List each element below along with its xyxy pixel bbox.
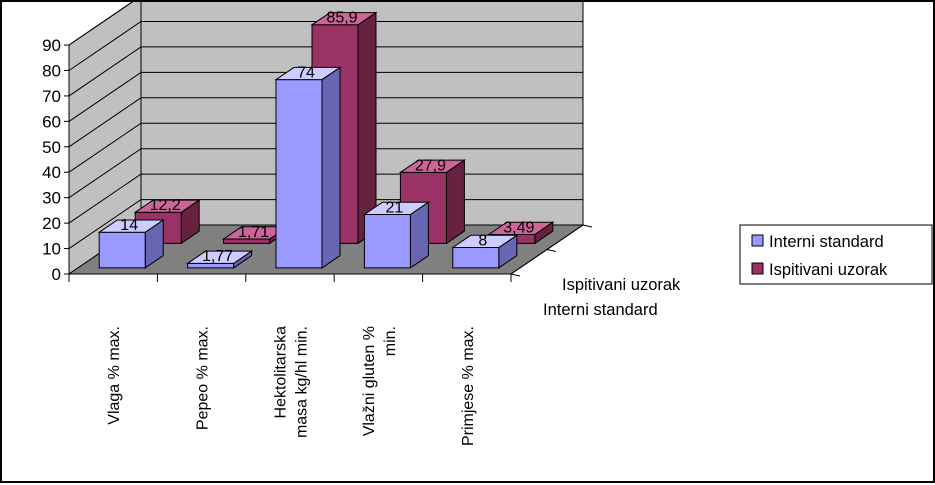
y-tick-label: 80 [42, 61, 61, 80]
legend-label-interni: Interni standard [769, 233, 884, 251]
category-label: Primjese % max. [460, 326, 477, 446]
bar-top [451, 234, 519, 248]
category-label: Vlaga % max. [106, 326, 123, 425]
bars [97, 11, 555, 269]
depth-label-front: Interni standard [543, 301, 658, 319]
bar-top [362, 201, 431, 215]
data-label: 8 [478, 232, 487, 249]
bar-interni-1 [185, 250, 254, 269]
y-tick-label: 60 [42, 112, 61, 131]
y-tick-label: 50 [42, 138, 61, 157]
bar-top [310, 12, 378, 26]
bar-top [274, 66, 342, 81]
depth-label-back: Ispitivani uzorak [562, 276, 681, 294]
y-tick-label: 40 [42, 163, 61, 182]
legend: Interni standard Ispitivani uzorak [739, 224, 933, 285]
legend-box [739, 224, 933, 285]
category-label: Vlažni gluten % min. [361, 326, 399, 436]
category-label: Hektolitarska masa kg/hl min. [273, 326, 311, 438]
y-tick-labels: 0 10 20 30 40 50 60 70 80 90 [42, 36, 61, 284]
y-tick-label: 0 [52, 265, 61, 284]
gridline [68, 97, 583, 148]
gridline [68, 71, 583, 122]
data-label: 1,77 [202, 248, 233, 265]
bar-interni-3 [362, 201, 431, 269]
gridline [68, 21, 583, 71]
gridline [68, 2, 134, 46]
bar-top [185, 250, 254, 264]
depth-axis-labels: Ispitivani uzorak Interni standard [543, 276, 681, 319]
bar-top [97, 219, 165, 233]
legend-label-ispitivani: Ispitivani uzorak [769, 261, 888, 279]
legend-swatch-ispitivani [751, 262, 764, 275]
depth-tick-mark [582, 224, 593, 228]
chart-axes [64, 44, 593, 282]
data-label: 1,71 [238, 224, 269, 241]
grid-lines [68, 2, 583, 250]
data-label: 74 [297, 65, 315, 82]
data-label: 14 [120, 217, 138, 234]
bar-interni-4 [451, 234, 519, 269]
y-tick-label: 70 [42, 87, 61, 106]
bar-front [363, 214, 411, 269]
data-label: 21 [386, 199, 404, 216]
y-tick-label: 20 [42, 214, 61, 233]
category-label: Pepeo % max. [195, 326, 212, 430]
gridline [68, 148, 583, 199]
gridline [68, 122, 583, 173]
data-label: 27,9 [415, 157, 446, 174]
y-tick-label: 90 [42, 36, 61, 55]
bar-top [487, 221, 555, 235]
bar-front [98, 231, 146, 269]
bar-side [445, 159, 465, 245]
data-labels: 12,2 1,71 85,9 27,9 3,49 14 1,77 74 21 8 [120, 10, 534, 266]
bar-top [133, 199, 201, 213]
category-labels: Vlaga % max. Pepeo % max. Hektolitarska mas… [106, 326, 477, 446]
y-tick-label: 10 [42, 240, 61, 259]
depth-tick-mark [510, 273, 521, 277]
data-label: 3,49 [503, 219, 534, 236]
bar-interni-2 [274, 66, 342, 269]
y-tick-label: 30 [42, 189, 61, 208]
data-label: 12,2 [150, 197, 181, 214]
bar-front [452, 247, 500, 269]
bar-interni-0 [97, 219, 165, 269]
bar-front [275, 79, 323, 269]
depth-tick-mark [546, 249, 557, 252]
gridline [68, 46, 583, 97]
data-label: 85,9 [326, 10, 357, 27]
legend-swatch-interni [751, 234, 764, 247]
bar-top [398, 159, 467, 173]
bar-side [321, 66, 341, 269]
